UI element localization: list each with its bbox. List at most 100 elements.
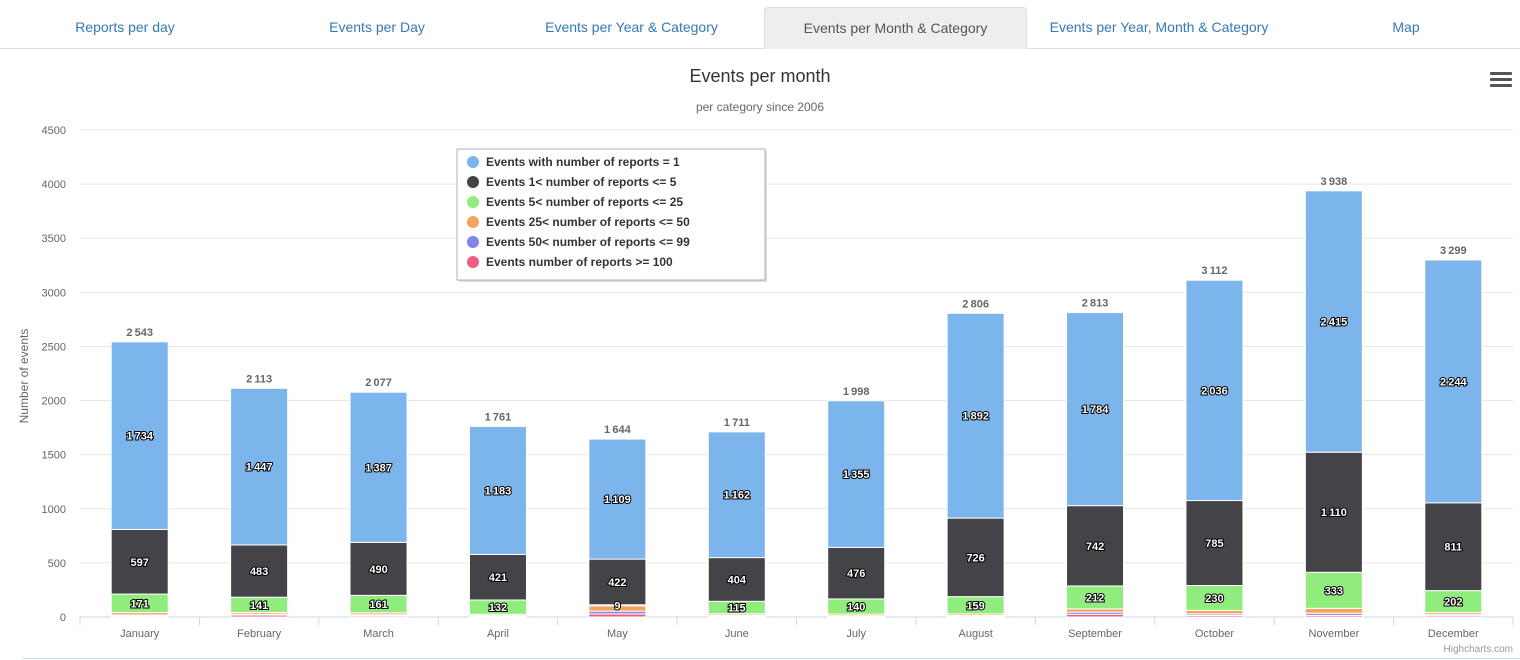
legend-item[interactable]: Events with number of reports = 1 [486,155,680,169]
bar-segment[interactable] [1066,312,1125,507]
legend-marker [467,196,479,208]
data-label: 1 162 [723,490,750,502]
data-label: 9 [614,600,620,612]
data-label: 140 [847,602,865,614]
bar-segment[interactable] [468,425,527,555]
y-axis-title: Number of events [17,329,31,424]
legend-marker [467,236,479,248]
bar-segment[interactable] [1304,190,1363,453]
stack-total-label: 2 543 [126,327,153,339]
bar-segment[interactable] [1185,279,1244,502]
legend-marker [467,216,479,228]
data-label: 726 [966,552,984,564]
y-tick-label: 3500 [42,233,66,245]
legend-item[interactable]: Events 50< number of reports <= 99 [486,235,690,249]
bar-segment[interactable] [230,544,289,598]
bar-stacks [110,190,1483,618]
bar-segment[interactable] [1424,502,1483,592]
bar-segment[interactable] [707,431,766,559]
bar-segment[interactable] [1185,585,1244,611]
x-tick-label: June [725,628,749,640]
data-label: 1 892 [962,411,989,423]
bar-segment[interactable] [1185,609,1244,615]
y-tick-label: 1000 [42,504,66,516]
legend-item[interactable]: Events 1< number of reports <= 5 [486,175,677,189]
stack-total-label: 1 761 [485,411,512,423]
chart-title: Events per month [689,66,830,86]
x-tick-label: October [1195,628,1234,640]
tab-events-per-year-category[interactable]: Events per Year & Category [545,19,718,35]
grid-lines [80,129,1513,618]
data-label: 421 [489,572,507,584]
data-label: 333 [1325,585,1343,597]
bar-segment[interactable] [468,553,527,601]
data-label: 159 [966,600,984,612]
tab-events-per-month-category[interactable]: Events per Month & Category [764,7,1027,49]
legend-marker [467,176,479,188]
bar-segment[interactable] [1304,607,1363,614]
tab-events-per-day[interactable]: Events per Day [329,19,425,35]
stacked-bar-chart: Events per month per category since 2006… [17,66,1514,640]
data-labels: 171 597 1 734 2 543 141 483 1 447 2 113 161 490 1 … [125,176,1468,616]
x-tick-label: December [1428,628,1479,640]
data-label: 785 [1205,538,1223,550]
stack-total-label: 1 998 [843,386,870,398]
stack-total-label: 2 113 [246,373,272,385]
data-label: 141 [250,600,268,612]
x-tick-label: March [363,628,394,640]
data-label: 1 183 [485,485,512,497]
bar-segment[interactable] [349,391,408,543]
data-label: 1 734 [126,431,154,443]
bar-segment[interactable] [1304,571,1363,609]
stack-total-label: 3 938 [1321,176,1348,188]
bar-segment[interactable] [827,400,886,548]
bar-segment[interactable] [588,558,647,606]
legend-item[interactable]: Events number of reports >= 100 [486,255,673,269]
credits-link[interactable]: Highcharts.com [1443,644,1513,655]
data-label: 483 [250,566,268,578]
y-tick-label: 4500 [42,125,66,137]
x-tick-label: July [846,628,866,640]
stack-total-label: 2 813 [1082,298,1109,310]
bar-segment[interactable] [230,387,289,546]
legend-item[interactable]: Events 25< number of reports <= 50 [486,215,690,229]
bar-segment[interactable] [1185,500,1244,587]
data-label: 115 [728,603,746,615]
bar-segment[interactable] [1424,259,1483,504]
y-tick-label: 2000 [42,396,66,408]
bar-segment[interactable] [588,438,647,560]
data-label: 422 [608,577,626,589]
data-label: 742 [1086,541,1104,553]
bar-segment[interactable] [946,517,1005,598]
data-label: 1 109 [604,494,631,506]
y-tick-label: 2500 [42,341,66,353]
legend-box [456,148,766,281]
bar-segment[interactable] [1066,505,1125,587]
data-label: 230 [1205,593,1223,605]
data-label: 490 [369,564,387,576]
data-label: 404 [728,574,747,586]
stack-total-label: 2 806 [962,298,989,310]
tab-reports-per-day[interactable]: Reports per day [75,19,175,35]
x-tick-label: September [1068,628,1122,640]
data-label: 476 [847,568,865,580]
bar-segment[interactable] [827,546,886,600]
legend[interactable]: Events with number of reports = 1 Events … [456,148,767,282]
bar-segment[interactable] [707,557,766,602]
y-tick-label: 500 [48,558,66,570]
tab-events-per-year-month-category[interactable]: Events per Year, Month & Category [1049,19,1269,35]
bar-segment[interactable] [110,341,169,530]
data-label: 811 [1444,542,1462,554]
x-tick-label: November [1309,628,1360,640]
legend-item[interactable]: Events 5< number of reports <= 25 [486,195,683,209]
tab-bar: Reports per day Events per Day Events pe… [0,0,1520,49]
data-label: 2 415 [1321,316,1348,328]
x-tick-label: February [237,628,282,640]
data-label: 2 036 [1201,385,1228,397]
data-label: 1 387 [365,462,392,474]
y-tick-label: 0 [60,612,66,624]
tab-map[interactable]: Map [1392,19,1420,35]
bar-segment[interactable] [946,312,1005,519]
y-tick-label: 4000 [42,179,66,191]
hamburger-menu-icon[interactable] [1490,72,1512,90]
